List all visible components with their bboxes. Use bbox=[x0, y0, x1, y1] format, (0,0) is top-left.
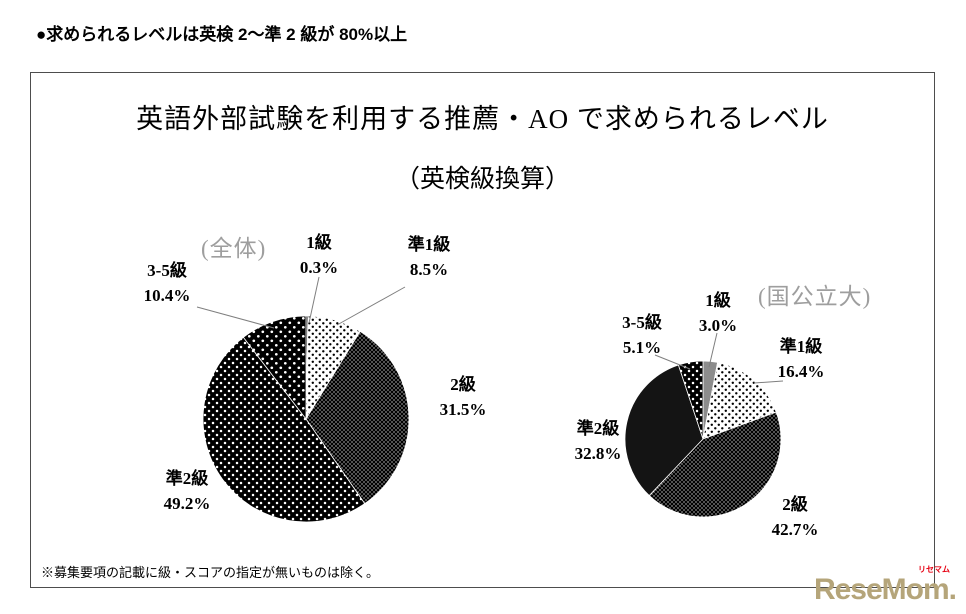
slice-label-1級: 1級 3.0% bbox=[698, 291, 738, 335]
group-label-national-public: (国公立大) bbox=[758, 284, 872, 309]
pie-charts-canvas bbox=[196, 276, 784, 523]
resemom-logo: リセマム ReseMom. bbox=[813, 565, 957, 606]
footnote: ※募集要項の記載に級・スコアの指定が無いものは除く。 bbox=[41, 565, 380, 580]
slice-label-1級: 1級 0.3% bbox=[299, 233, 339, 277]
pie-slice-準1級 bbox=[702, 361, 777, 440]
label-leader-line bbox=[336, 286, 406, 326]
slice-label-3-5級: 3-5級 5.1% bbox=[622, 313, 662, 357]
label-leader-line bbox=[196, 306, 275, 329]
slice-label-2級: 2級 42.7% bbox=[771, 495, 819, 539]
slice-label-準2級: 準2級 32.8% bbox=[574, 419, 622, 463]
pie-slice-2級 bbox=[305, 330, 410, 505]
logo-ruby-text: リセマム bbox=[918, 565, 950, 574]
chart-subtitle: （英検級換算） bbox=[394, 166, 570, 193]
page-heading: ●求められるレベルは英検 2～準 2 級が 80%以上 bbox=[36, 25, 408, 44]
slice-label-2級: 2級 31.5% bbox=[439, 375, 487, 419]
slice-label-準2級: 準2級 49.2% bbox=[163, 469, 211, 513]
group-label-overall: (全体) bbox=[201, 236, 267, 261]
pie-slice-3-5級 bbox=[242, 315, 307, 421]
label-leader-line bbox=[654, 354, 691, 370]
label-leader-line bbox=[708, 332, 718, 368]
chart-title: 英語外部試験を利用する推薦・AO で求められるレベル bbox=[136, 104, 829, 134]
pie-slice-2級 bbox=[648, 411, 782, 518]
label-leader-line bbox=[308, 276, 320, 324]
pie-slice-準2級 bbox=[624, 364, 704, 497]
chart-box: 英語外部試験を利用する推薦・AO で求められるレベル （英検級換算） (全体) … bbox=[30, 72, 935, 588]
pie-slice-3-5級 bbox=[677, 360, 704, 440]
slice-label-準1級: 準1級 16.4% bbox=[777, 337, 825, 381]
slice-label-準1級: 準1級 8.5% bbox=[407, 235, 451, 279]
slice-label-3-5級: 3-5級 10.4% bbox=[143, 261, 191, 305]
logo-text: ReseMom. bbox=[813, 573, 957, 606]
label-leader-line bbox=[753, 380, 784, 384]
pie-slice-準2級 bbox=[202, 336, 366, 523]
